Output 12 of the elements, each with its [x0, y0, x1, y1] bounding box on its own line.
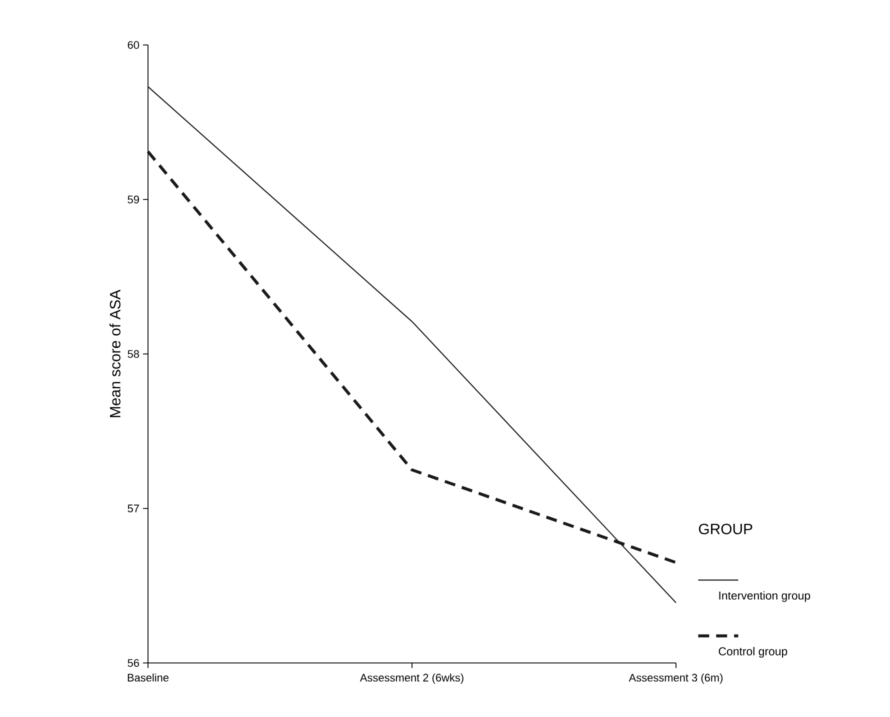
y-tick-label: 56 [128, 659, 139, 667]
legend-title: GROUP [698, 524, 752, 534]
y-tick-label: 57 [128, 504, 139, 512]
legend-label: Intervention group [719, 591, 810, 602]
x-tick-label: Assessment 3 (6m) [628, 674, 723, 684]
legend-label: Control group [718, 646, 788, 658]
y-tick-label: 60 [128, 41, 140, 49]
x-tick-label: Baseline [128, 674, 169, 682]
y-tick-label: 58 [128, 350, 139, 358]
y-axis-title: Mean score of ASA [110, 290, 120, 418]
x-tick-label: Assessment 2 (6wks) [360, 674, 464, 684]
y-tick-label: 59 [128, 196, 139, 204]
